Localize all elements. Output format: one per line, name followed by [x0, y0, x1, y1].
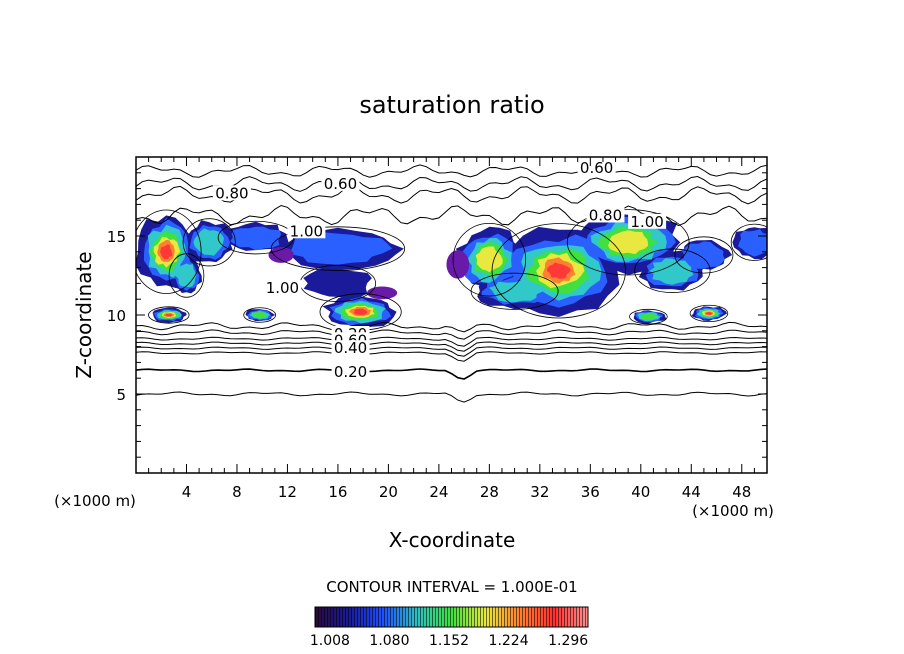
contour-label: 0.20 — [334, 363, 367, 381]
contour-line — [136, 351, 767, 362]
contour-line — [629, 308, 668, 325]
cloud-region — [446, 250, 470, 279]
x-tick-label: 28 — [480, 483, 499, 501]
x-unit-right: (×1000 m) — [692, 502, 774, 520]
contour-label: 0.40 — [334, 339, 367, 357]
x-axis-label: X-coordinate — [389, 528, 516, 552]
colorbar-tick-label: 1.008 — [310, 633, 350, 649]
cloud-region — [353, 308, 368, 315]
x-tick-label: 24 — [429, 483, 448, 501]
contour-line — [182, 218, 236, 267]
cloud-region — [288, 232, 393, 265]
colorbar-tick-label: 1.224 — [489, 633, 529, 649]
cloud-region — [230, 226, 282, 251]
contour-line — [730, 223, 767, 261]
x-unit-left: (×1000 m) — [54, 492, 136, 510]
contour-line — [136, 164, 767, 178]
contour-line — [470, 272, 559, 310]
contour-label: 1.00 — [266, 279, 299, 297]
colorbar-ticks — [315, 607, 588, 627]
y-axis-label: Z-coordinate — [72, 251, 96, 378]
contour-line — [136, 175, 767, 192]
contour-line — [491, 223, 626, 319]
contour-line — [136, 209, 202, 294]
contour-line — [566, 209, 690, 276]
contour-label: 0.80 — [589, 206, 622, 224]
contour-line — [148, 306, 190, 324]
contour-line — [136, 346, 767, 357]
x-tick-label: 12 — [278, 483, 297, 501]
contour-label-bg — [212, 185, 251, 201]
x-tick-label: 48 — [732, 483, 751, 501]
colorbar-border — [314, 606, 589, 628]
colorbar-tick-label: 1.080 — [369, 633, 409, 649]
contour-label: 0.60 — [580, 159, 613, 177]
cloud-region — [303, 267, 372, 299]
x-tick-label: 4 — [182, 483, 192, 501]
x-tick-label: 32 — [530, 483, 549, 501]
y-tick-labels: 5 10 15 — [107, 228, 126, 404]
contour-line — [270, 226, 406, 271]
contour-line — [243, 307, 277, 323]
cloud-region — [705, 312, 712, 315]
colorbar-tick-labels: 1.008 1.080 1.152 1.224 1.296 — [310, 633, 588, 649]
contour-line — [136, 204, 767, 227]
y-tick-label: 10 — [107, 307, 126, 325]
y-tick-label: 5 — [116, 386, 126, 404]
colorbar: 1.008 1.080 1.152 1.224 1.296 — [310, 606, 589, 649]
x-tick-label: 40 — [631, 483, 650, 501]
contour-interval-note: CONTOUR INTERVAL = 1.000E-01 — [326, 578, 577, 596]
cloud-region — [160, 244, 173, 260]
y-tick-label: 15 — [107, 228, 126, 246]
x-tick-label: 20 — [379, 483, 398, 501]
contour-label-bg — [263, 280, 302, 296]
chart-title: saturation ratio — [359, 91, 544, 119]
contour-label-bg — [331, 340, 370, 356]
x-tick-label: 36 — [581, 483, 600, 501]
x-tick-labels: 4 8 12 16 20 24 28 32 36 40 44 48 — [182, 483, 752, 501]
cloud-region — [546, 262, 571, 279]
contour-labels: 0.600.600.800.801.001.001.000.200.600.40… — [212, 159, 667, 381]
x-tick-label: 44 — [682, 483, 701, 501]
cloud-region — [251, 311, 267, 319]
x-tick-label: 16 — [328, 483, 347, 501]
contour-label: 0.80 — [215, 184, 248, 202]
contour-line — [674, 236, 734, 274]
contour-line — [136, 391, 767, 403]
contour-lines — [136, 164, 767, 403]
contour-label-bg — [321, 175, 360, 191]
cloud-region — [682, 241, 725, 269]
cloud-region — [475, 246, 503, 273]
contour-label-bg — [331, 363, 370, 379]
plot-frame — [135, 156, 768, 474]
contour-label-bg — [577, 160, 616, 176]
contour-label: 0.60 — [324, 175, 357, 193]
contour-label-bg — [628, 213, 667, 229]
colorbar-tick-label: 1.152 — [429, 633, 469, 649]
contour-line — [136, 341, 767, 352]
contour-line — [136, 368, 767, 380]
cloud-region — [366, 286, 398, 300]
cloud-region — [649, 258, 694, 285]
contour-label-bg — [287, 223, 326, 239]
cloud-region — [165, 313, 173, 317]
colorbar-tick-label: 1.296 — [548, 633, 588, 649]
contour-label: 1.00 — [290, 222, 323, 240]
contour-line — [452, 222, 527, 297]
axis-ticks — [136, 157, 767, 473]
cloud-region — [268, 247, 294, 263]
contour-line — [689, 304, 729, 322]
contour-line — [634, 248, 711, 293]
cloud-region — [640, 312, 658, 320]
contour-line — [136, 321, 767, 333]
contour-label: 1.00 — [630, 213, 663, 231]
x-tick-label: 8 — [232, 483, 242, 501]
contour-label-bg — [586, 207, 625, 223]
contour-line — [168, 253, 205, 298]
contour-line — [136, 329, 767, 340]
contour-line — [136, 336, 767, 347]
